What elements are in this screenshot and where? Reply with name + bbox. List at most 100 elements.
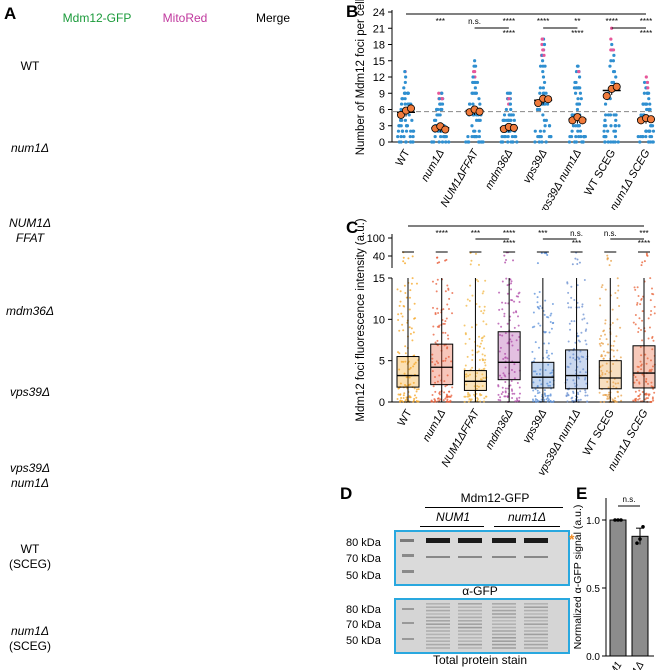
c-data-dot bbox=[632, 399, 635, 402]
c-data-dot bbox=[402, 360, 405, 363]
b-data-dot bbox=[406, 102, 410, 106]
c-data-dot bbox=[467, 374, 470, 377]
c-data-dot bbox=[605, 393, 608, 396]
c-data-dot bbox=[451, 386, 454, 389]
c-data-dot bbox=[480, 378, 483, 381]
b-data-dot bbox=[604, 134, 608, 139]
c-data-dot bbox=[567, 306, 570, 309]
b-data-dot bbox=[648, 129, 652, 133]
c-data-dot bbox=[417, 400, 420, 403]
c-data-dot bbox=[650, 381, 653, 384]
c-data-dot bbox=[547, 342, 550, 345]
c-data-dot bbox=[566, 365, 569, 368]
c-data-dot bbox=[498, 308, 501, 311]
c-data-dot bbox=[447, 307, 450, 310]
b-data-dot bbox=[646, 86, 650, 90]
b-data-dot bbox=[440, 91, 444, 95]
b-data-dot bbox=[473, 129, 477, 133]
c-data-dot bbox=[517, 315, 520, 318]
b-data-dot bbox=[400, 129, 405, 133]
row-label-line1: num1Δ bbox=[10, 623, 50, 638]
b-data-dot bbox=[509, 113, 513, 117]
c-data-dot bbox=[497, 384, 500, 387]
c-data-dot bbox=[651, 365, 654, 368]
b-data-dot bbox=[507, 97, 511, 101]
b-data-dot bbox=[603, 102, 608, 106]
panel-letter-d: D bbox=[340, 484, 353, 503]
row-label-line1: mdm36Δ bbox=[5, 303, 55, 318]
c-data-dot bbox=[581, 305, 584, 308]
b-data-dot bbox=[473, 64, 478, 68]
c-data-dot bbox=[617, 382, 620, 385]
b-data-dot bbox=[478, 102, 482, 106]
b-data-dot bbox=[437, 140, 441, 144]
b-replicate-mean bbox=[646, 115, 655, 124]
c-data-dot bbox=[510, 282, 513, 285]
b-data-dot bbox=[403, 80, 407, 85]
c-data-dot bbox=[471, 353, 474, 356]
c-data-dot bbox=[613, 355, 616, 358]
c-outlier-dot bbox=[546, 254, 549, 257]
c-outlier-dot bbox=[404, 262, 407, 265]
b-data-dot bbox=[642, 91, 646, 95]
c-data-dot bbox=[573, 299, 576, 302]
c-data-dot bbox=[501, 391, 504, 394]
stain-band bbox=[458, 633, 482, 636]
b-sig-label: **** bbox=[640, 17, 652, 26]
c-data-dot bbox=[449, 395, 452, 398]
stain-kda-80: 80 kDa bbox=[346, 604, 381, 616]
c-data-dot bbox=[408, 308, 411, 311]
c-data-dot bbox=[502, 372, 505, 375]
b-data-dot bbox=[644, 75, 648, 79]
b-y-tick-label: 9 bbox=[379, 88, 385, 100]
c-data-dot bbox=[620, 394, 623, 397]
c-data-dot bbox=[538, 391, 541, 394]
c-sig-label: **** bbox=[638, 239, 650, 248]
c-data-dot bbox=[641, 391, 644, 394]
c-data-dot bbox=[599, 400, 602, 403]
b-data-dot bbox=[636, 134, 640, 139]
c-x-tick-label: WT SCEG bbox=[581, 408, 617, 458]
c-outlier-dot bbox=[640, 264, 643, 267]
c-data-dot bbox=[481, 359, 484, 362]
b-data-dot bbox=[611, 80, 616, 85]
c-data-dot bbox=[435, 290, 438, 293]
c-data-dot bbox=[552, 400, 555, 403]
c-data-dot bbox=[605, 362, 608, 365]
c-data-dot bbox=[653, 312, 656, 315]
b-sig-label: **** bbox=[640, 29, 652, 38]
b-data-dot bbox=[541, 113, 545, 117]
stain-band bbox=[458, 630, 482, 632]
b-x-tick-label: vps39Δ bbox=[521, 148, 550, 186]
c-data-dot bbox=[584, 339, 587, 342]
c-data-dot bbox=[482, 290, 485, 293]
b-data-dot bbox=[536, 107, 540, 112]
c-outlier-dot bbox=[578, 261, 581, 264]
c-data-dot bbox=[538, 373, 541, 376]
b-data-dot bbox=[571, 124, 576, 128]
c-data-dot bbox=[480, 310, 483, 313]
c-data-dot bbox=[431, 280, 434, 283]
c-data-dot bbox=[397, 351, 400, 354]
b-data-dot bbox=[430, 140, 434, 144]
c-data-dot bbox=[645, 380, 648, 383]
c-data-dot bbox=[584, 377, 587, 380]
c-data-dot bbox=[463, 400, 466, 403]
c-data-dot bbox=[442, 399, 445, 402]
c-data-dot bbox=[482, 320, 485, 323]
c-data-dot bbox=[634, 314, 637, 317]
c-data-dot bbox=[534, 395, 537, 398]
b-data-dot bbox=[447, 140, 451, 144]
b-sig-label: **** bbox=[503, 29, 515, 38]
b-data-dot bbox=[471, 80, 475, 85]
c-data-dot bbox=[644, 330, 647, 333]
c-data-dot bbox=[475, 387, 478, 390]
stain-band bbox=[458, 616, 482, 619]
c-data-dot bbox=[444, 359, 447, 362]
c-data-dot bbox=[584, 371, 587, 374]
c-data-dot bbox=[578, 306, 581, 309]
c-data-dot bbox=[431, 361, 434, 364]
b-data-dot bbox=[499, 140, 503, 144]
c-data-dot bbox=[513, 377, 516, 380]
c-data-dot bbox=[510, 379, 513, 382]
